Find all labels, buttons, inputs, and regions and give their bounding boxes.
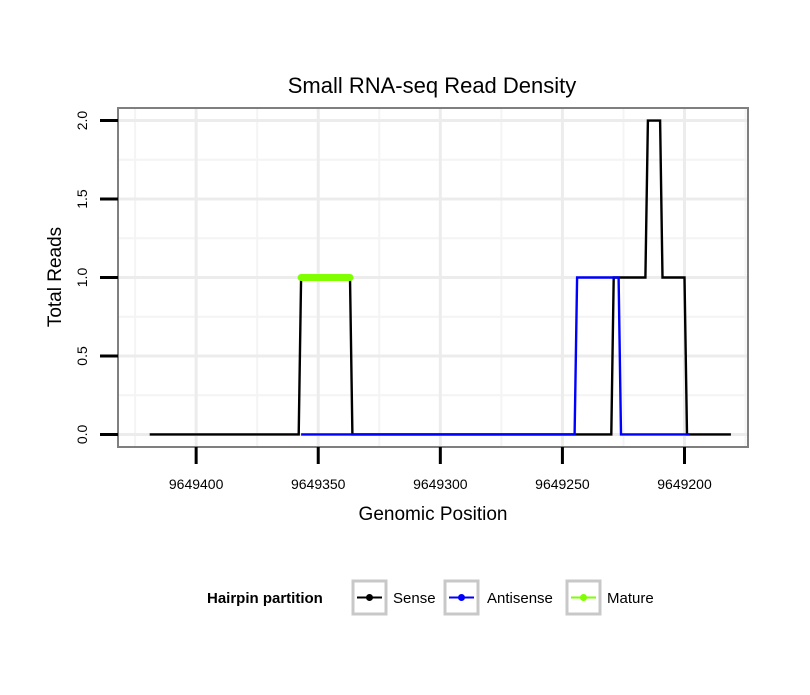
x-tick-label: 9649200: [657, 476, 712, 492]
grid-lines: [118, 108, 748, 447]
y-tick-label: 0.0: [74, 425, 90, 445]
series-lines: [149, 119, 731, 436]
y-axis: 0.0 0.5 1.0 1.5 2.0: [74, 111, 118, 445]
series-line-antisense: [301, 276, 690, 436]
x-axis-label: Genomic Position: [359, 504, 508, 525]
legend-label-mature: Mature: [607, 590, 654, 607]
x-tick-label: 9649350: [291, 476, 346, 492]
legend-key-point-antisense: [458, 594, 465, 601]
y-axis-label: Total Reads: [45, 227, 66, 327]
legend-label-sense: Sense: [393, 590, 436, 607]
legend-key-point-mature: [580, 594, 587, 601]
y-tick-label: 1.5: [74, 189, 90, 209]
legend-key-point-sense: [366, 594, 373, 601]
y-tick-label: 2.0: [74, 111, 90, 131]
chart-title: Small RNA-seq Read Density: [288, 73, 577, 98]
x-tick-label: 9649250: [535, 476, 590, 492]
x-tick-label: 9649300: [413, 476, 468, 492]
legend-title: Hairpin partition: [207, 590, 323, 607]
x-axis: 9649400 9649350 9649300 9649250 9649200: [169, 447, 712, 492]
x-tick-label: 9649400: [169, 476, 224, 492]
y-tick-label: 1.0: [74, 268, 90, 288]
legend-label-antisense: Antisense: [487, 590, 553, 607]
y-tick-label: 0.5: [74, 346, 90, 366]
legend: Hairpin partition Sense Antisense Mature: [207, 579, 654, 616]
